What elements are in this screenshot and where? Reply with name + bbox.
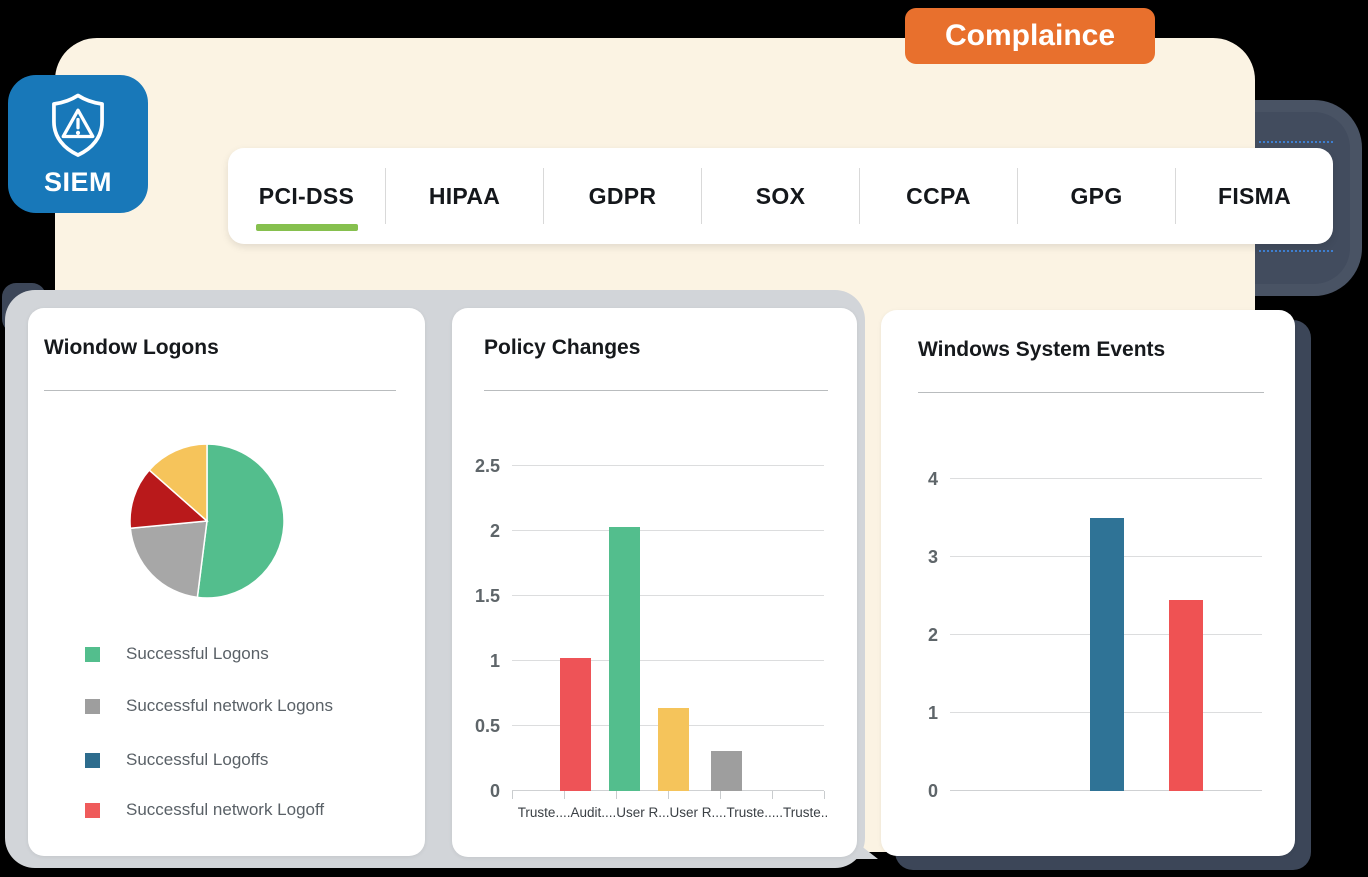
x-axis-label: Truste.. [783, 805, 829, 820]
card-windows-system-events: Windows System Events 0 1 2 3 4 [881, 310, 1295, 856]
legend-swatch [85, 752, 100, 768]
card-title: Windows System Events [918, 338, 1166, 361]
window-logons-pie-chart [129, 443, 285, 599]
card-policy-changes: Policy Changes 0 0.5 1 1.5 2 2.5 Truste.... Aud… [452, 308, 857, 857]
tab-label: GDPR [588, 182, 657, 209]
legend-item: Successful Logoffs [85, 750, 268, 770]
gridline [512, 660, 824, 661]
pie-slice [196, 443, 285, 599]
x-axis-label: Truste.... [517, 805, 571, 820]
bar-Truste..... [710, 750, 742, 791]
siem-badge-label: SIEM [43, 167, 112, 197]
y-axis-tick-label: 0.5 [474, 716, 500, 736]
bar-Audit.... [559, 658, 591, 791]
siem-app-badge: SIEM [8, 75, 148, 213]
pie-slice [148, 443, 208, 523]
y-axis-tick-label: 0 [489, 781, 500, 801]
legend-label: Successful network Logoff [126, 800, 325, 819]
y-axis-tick-label: 2 [489, 521, 500, 541]
policy-changes-bar-chart: 0 0.5 1 1.5 2 2.5 Truste.... Audit.... User R...… [475, 456, 828, 820]
x-axis-tick [564, 791, 565, 799]
bar-User R.... [657, 707, 689, 791]
tab-hipaa[interactable]: HIPAA [386, 148, 543, 244]
x-axis-tick [616, 791, 617, 799]
gridline [950, 478, 1262, 479]
tab-label: CCPA [906, 182, 971, 209]
tab-separator [543, 168, 544, 224]
tab-sox[interactable]: SOX [702, 148, 859, 244]
tab-separator [701, 168, 702, 224]
shield-alert-icon [43, 90, 113, 165]
legend-swatch [85, 698, 100, 714]
card-title: Policy Changes [484, 336, 641, 359]
compliance-badge-label: Complaince [944, 19, 1116, 52]
legend-item: Successful network Logons [85, 696, 333, 716]
tab-label: SOX [755, 182, 806, 209]
tab-separator [859, 168, 860, 224]
tab-label: GPG [1070, 182, 1123, 209]
x-axis-tick [512, 791, 513, 799]
x-axis-label: User R.... [669, 805, 727, 820]
y-axis-tick-label: 2.5 [474, 456, 500, 476]
pie-slice [129, 520, 208, 599]
dotted-accent-line [1259, 250, 1333, 252]
card-window-logons: Wiondow Logons Successful Logons Successf… [28, 308, 425, 856]
tab-label: PCI-DSS [258, 182, 355, 209]
tab-fisma[interactable]: FISMA [1176, 148, 1333, 244]
legend-label: Successful Logoffs [126, 750, 269, 769]
tab-ccpa[interactable]: CCPA [860, 148, 1017, 244]
y-axis-tick-label: 2 [927, 625, 938, 645]
tab-gpg[interactable]: GPG [1018, 148, 1175, 244]
x-axis-tick [824, 791, 825, 799]
x-axis-tick [720, 791, 721, 799]
legend-swatch [85, 646, 100, 662]
tab-pci-dss[interactable]: PCI-DSS [228, 148, 385, 244]
card-title: Wiondow Logons [44, 336, 219, 359]
y-axis-tick-label: 1.5 [474, 586, 500, 606]
legend-item: Successful network Logoff [85, 800, 324, 820]
x-axis-label: User R... [616, 805, 670, 820]
windows-system-events-bar-chart: 0 1 2 3 4 [928, 469, 1262, 801]
tab-gdpr[interactable]: GDPR [544, 148, 701, 244]
y-axis-tick-label: 4 [927, 469, 938, 489]
legend-label: Successful network Logons [126, 696, 333, 715]
legend-label: Successful Logons [126, 644, 269, 663]
y-axis-tick-label: 1 [927, 703, 938, 723]
gridline [512, 595, 824, 596]
y-axis-tick-label: 0 [927, 781, 938, 801]
x-axis-label: Truste..... [726, 805, 784, 820]
bar-0 [1090, 518, 1124, 791]
pie-slice [129, 469, 209, 530]
legend-swatch [85, 802, 100, 818]
x-axis-label: Audit.... [570, 805, 617, 820]
card-divider [484, 390, 828, 391]
bar-1 [1169, 599, 1203, 791]
y-axis-tick-label: 1 [489, 651, 500, 671]
tab-label: FISMA [1217, 182, 1292, 209]
x-axis-tick [772, 791, 773, 799]
active-tab-underline [255, 224, 358, 231]
tab-separator [1175, 168, 1176, 224]
card-divider [44, 390, 396, 391]
card-divider [918, 392, 1264, 393]
legend-item: Successful Logons [85, 644, 269, 664]
gridline [512, 530, 824, 531]
x-axis-labels: Truste.... Audit.... User R... User R.... Tr… [492, 805, 854, 820]
compliance-badge: Complaince [905, 8, 1155, 64]
compliance-tab-bar: PCI-DSS HIPAA GDPR SOX CCPA GPG FISMA [228, 148, 1333, 244]
tab-separator [1017, 168, 1018, 224]
dotted-accent-line [1259, 141, 1333, 143]
gridline [512, 465, 824, 466]
y-axis-tick-label: 3 [927, 547, 938, 567]
tab-label: HIPAA [428, 182, 501, 209]
tab-separator [385, 168, 386, 224]
x-axis-tick [668, 791, 669, 799]
bar-User R... [608, 527, 640, 791]
